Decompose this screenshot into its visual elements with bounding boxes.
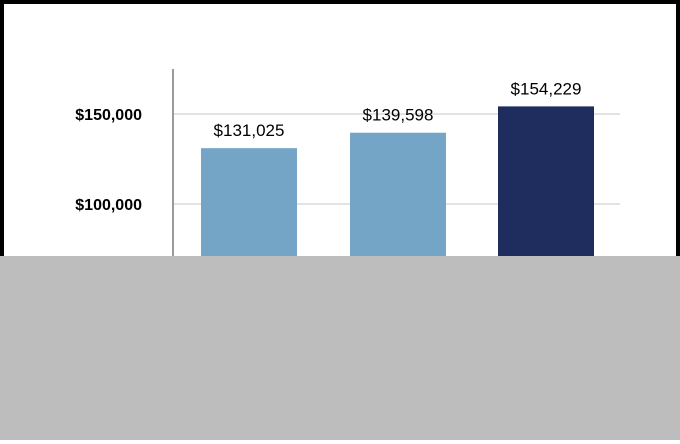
- bar-value-label: $131,025: [214, 121, 285, 140]
- bar-value-label: $139,598: [363, 106, 434, 125]
- y-tick-label: $150,000: [75, 107, 142, 124]
- bar-value-label: $154,229: [511, 79, 582, 98]
- gray-overlay: [0, 256, 680, 440]
- y-tick-label: $100,000: [75, 197, 142, 214]
- data-labels: $131,025 $139,598 $154,229: [214, 79, 582, 140]
